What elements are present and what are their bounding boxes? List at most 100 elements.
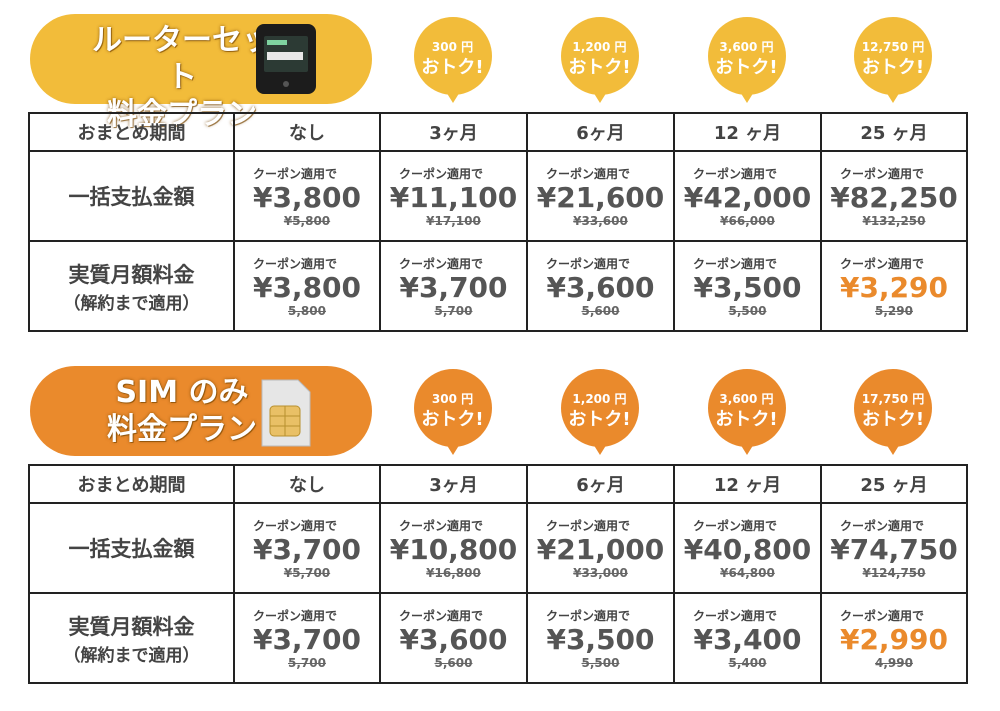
badge-circle — [707, 17, 786, 95]
price-cell: クーポン適用で ¥21,600 ¥33,600 — [526, 150, 675, 242]
badge-tip — [589, 439, 610, 455]
savings-badge: 300 円おトク! — [413, 17, 492, 107]
router-icon — [256, 24, 316, 94]
header-cell: おまとめ期間 — [28, 464, 235, 504]
header-cell: 6ヶ月 — [526, 112, 675, 152]
row-label: 実質月額料金 — [68, 614, 195, 639]
coupon-note: クーポン適用で — [253, 166, 338, 181]
savings-badge: 12,750 円おトク! — [854, 17, 932, 107]
price-cell: クーポン適用で ¥3,600 5,600 — [379, 592, 528, 684]
price: ¥3,800 — [252, 270, 362, 304]
coupon-note: クーポン適用で — [399, 518, 484, 533]
badge-tip — [883, 87, 903, 103]
price-row: 実質月額料金 （解約まで適用） クーポン適用で ¥3,800 5,800 クーポン適用で ¥… — [28, 240, 968, 332]
badge-circle — [854, 369, 932, 447]
price-cell: クーポン適用で ¥3,800 ¥5,800 — [233, 150, 381, 242]
price-cell: クーポン適用で ¥3,400 5,400 — [673, 592, 822, 684]
coupon-note: クーポン適用で — [693, 608, 778, 623]
title-pill: ルーターセット 料金プラン — [30, 14, 372, 132]
badge-tip — [883, 439, 903, 455]
badge-circle — [854, 17, 932, 95]
savings-badge: 1,200 円おトク! — [560, 369, 639, 459]
price-cell: クーポン適用で ¥3,700 5,700 — [233, 592, 381, 684]
coupon-note: クーポン適用で — [546, 166, 631, 181]
badge-circle — [413, 369, 492, 447]
header-cell: 25 ヶ月 — [820, 112, 968, 152]
price: ¥82,250 — [830, 180, 958, 214]
price-row: 一括支払金額 クーポン適用で ¥3,700 ¥5,700 クーポン適用で ¥10,800 ¥… — [28, 502, 968, 594]
coupon-note: クーポン適用で — [840, 166, 925, 181]
price-cell: クーポン適用で ¥2,990 4,990 — [820, 592, 968, 684]
price-cell: クーポン適用で ¥74,750 ¥124,750 — [820, 502, 968, 594]
price: ¥21,000 — [536, 532, 665, 566]
badge-label: おトク! — [568, 57, 631, 78]
header-cell: 25 ヶ月 — [820, 464, 968, 504]
coupon-note: クーポン適用で — [693, 518, 778, 533]
price-row: 実質月額料金 （解約まで適用） クーポン適用で ¥3,700 5,700 クーポン適用で ¥… — [28, 592, 968, 684]
header-cell: 3ヶ月 — [379, 464, 528, 504]
badge-label: おトク! — [421, 409, 484, 430]
original-price: 5,800 — [288, 303, 326, 318]
price: ¥3,600 — [399, 622, 508, 656]
coupon-note: クーポン適用で — [253, 608, 338, 623]
original-price: 5,600 — [434, 655, 473, 670]
badge-label: おトク! — [421, 57, 484, 78]
savings-badge: 3,600 円おトク! — [707, 369, 786, 459]
price: ¥3,600 — [546, 270, 655, 304]
price-cell: クーポン適用で ¥3,500 5,500 — [673, 240, 822, 332]
badge-tip — [736, 87, 757, 103]
badge-tip — [736, 439, 757, 455]
price: ¥3,500 — [546, 622, 655, 656]
original-price: ¥16,800 — [426, 565, 481, 580]
price-row: 一括支払金額 クーポン適用で ¥3,800 ¥5,800 クーポン適用で ¥11,100 ¥… — [28, 150, 968, 242]
price-table: おまとめ期間 なし 3ヶ月 6ヶ月 12 ヶ月 25 ヶ月 一括支払金額 クーポン適用で ¥3,… — [28, 112, 968, 332]
price: ¥3,800 — [252, 180, 362, 214]
badge-circle — [560, 17, 639, 95]
badge-circle — [707, 369, 786, 447]
row-label: 一括支払金額 — [68, 537, 195, 561]
savings-badge: 17,750 円おトク! — [854, 369, 932, 459]
price-cell: クーポン適用で ¥3,500 5,500 — [526, 592, 675, 684]
price-cell: クーポン適用で ¥21,000 ¥33,000 — [526, 502, 675, 594]
original-price: ¥132,250 — [862, 213, 926, 228]
header-cell: なし — [233, 112, 381, 152]
sim-icon — [261, 379, 311, 447]
row-label: 実質月額料金 — [68, 262, 195, 287]
price-cell: クーポン適用で ¥40,800 ¥64,800 — [673, 502, 822, 594]
price: ¥3,500 — [693, 270, 802, 304]
badge-label: おトク! — [715, 57, 778, 78]
row-sublabel: （解約まで適用） — [63, 293, 200, 314]
badge-amount: 3,600 円 — [719, 392, 774, 406]
price: ¥3,700 — [399, 270, 508, 304]
badge-amount: 300 円 — [431, 40, 474, 54]
price: ¥3,700 — [252, 622, 362, 656]
badge-label: おトク! — [715, 409, 778, 430]
title-line: SIM のみ — [115, 375, 249, 410]
price: ¥74,750 — [830, 532, 958, 566]
title: SIM のみ 料金プラン — [82, 374, 282, 448]
coupon-note: クーポン適用で — [546, 256, 631, 271]
price-cell: クーポン適用で ¥3,700 ¥5,700 — [233, 502, 381, 594]
title-line: 料金プラン — [107, 412, 257, 447]
badge-circle — [413, 17, 492, 95]
badge-amount: 17,750 円 — [861, 392, 925, 406]
row-label-cell: 実質月額料金 （解約まで適用） — [28, 592, 235, 684]
savings-badge: 3,600 円おトク! — [707, 17, 786, 107]
header-cell: なし — [233, 464, 381, 504]
price-cell: クーポン適用で ¥3,600 5,600 — [526, 240, 675, 332]
coupon-note: クーポン適用で — [399, 608, 484, 623]
row-label-cell: 実質月額料金 （解約まで適用） — [28, 240, 235, 332]
badge-tip — [442, 87, 463, 103]
price: ¥42,000 — [683, 180, 812, 214]
original-price: 5,700 — [288, 655, 326, 670]
price: ¥40,800 — [683, 532, 812, 566]
badge-label: おトク! — [861, 57, 925, 78]
coupon-note: クーポン適用で — [546, 608, 631, 623]
price-cell: クーポン適用で ¥82,250 ¥132,250 — [820, 150, 968, 242]
original-price: 4,990 — [875, 655, 913, 670]
price: ¥10,800 — [389, 532, 518, 566]
original-price: 5,290 — [875, 303, 913, 318]
price: ¥3,400 — [693, 622, 802, 656]
header-cell: 6ヶ月 — [526, 464, 675, 504]
badge-amount: 300 円 — [431, 392, 474, 406]
